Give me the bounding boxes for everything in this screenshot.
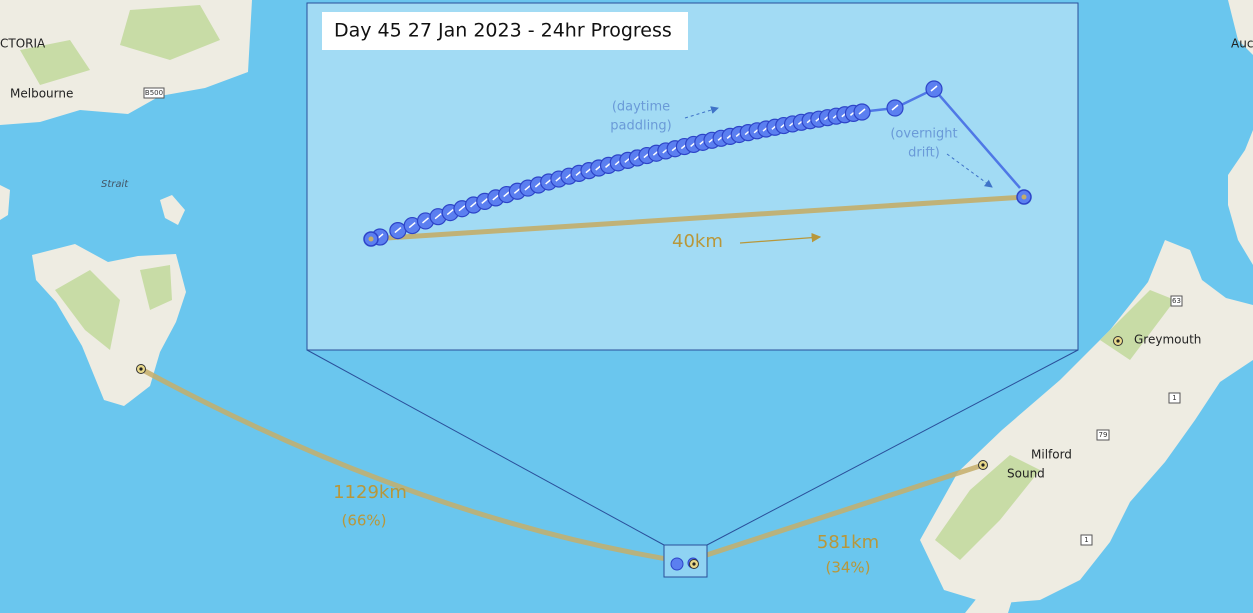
track-icon [492, 194, 500, 201]
city-label: Auc [1231, 37, 1253, 51]
leg-share: (66%) [341, 512, 386, 530]
land-stewart [965, 588, 1012, 613]
track-icon [513, 187, 521, 194]
zoom-box [663, 544, 708, 578]
location-pin-center [1116, 339, 1120, 343]
location-pin-center [981, 463, 985, 467]
distance-arrow [739, 232, 822, 244]
track-icon [458, 205, 466, 212]
state-label: CTORIA [0, 37, 46, 51]
land-nz-north [1228, 130, 1253, 265]
vegetation [55, 265, 172, 350]
overnight-note: drift) [908, 146, 940, 161]
inset-panel [306, 2, 1079, 351]
track-icon [481, 197, 489, 204]
vegetation [20, 5, 220, 85]
water-label: Strait [101, 179, 129, 190]
island-flinders [160, 195, 185, 225]
road-shield [1080, 534, 1093, 546]
road-shield [143, 87, 165, 99]
road-label: B500 [145, 89, 163, 97]
track-icon [394, 227, 402, 234]
start-position-center [368, 236, 374, 242]
overnight-note: (overnight [890, 127, 957, 142]
vegetation [935, 290, 1175, 560]
road-label: 1 [1172, 394, 1176, 402]
location-pin-center [139, 367, 143, 371]
track-marker [670, 557, 684, 571]
city-label: Melbourne [10, 87, 73, 101]
inset-distance: 40km [672, 231, 723, 252]
road-shield [1170, 295, 1183, 307]
location-pin-center [692, 562, 696, 566]
city-label: Milford [1031, 448, 1072, 462]
track-icon [858, 108, 866, 115]
track-icon [408, 221, 416, 229]
drift-line [859, 87, 1021, 189]
inset-title-box [322, 12, 688, 50]
track-icon [446, 209, 454, 216]
city-label: Sound [1007, 467, 1045, 481]
leg-share: (34%) [825, 559, 870, 577]
leg-distance: 1129km [333, 482, 407, 503]
daytime-note: (daytime [612, 100, 670, 115]
land-fragment [0, 185, 10, 220]
track-icon [503, 190, 511, 198]
road-label: 63 [1172, 297, 1181, 305]
land-nz-north [1228, 0, 1253, 55]
leg-distance: 581km [817, 532, 879, 553]
daytime-note: paddling) [610, 119, 672, 134]
inset-route-line [370, 194, 1025, 242]
track-icon [434, 213, 442, 220]
road-shield [1168, 392, 1181, 404]
road-label: 79 [1099, 431, 1108, 439]
track-icon [930, 85, 938, 92]
route-line [139, 366, 984, 565]
zoom-line [706, 349, 1079, 546]
inset-title: Day 45 27 Jan 2023 - 24hr Progress [334, 20, 672, 42]
track-icon [891, 104, 899, 111]
track-icon [422, 217, 429, 224]
road-label: 1 [1084, 536, 1088, 544]
city-label: Greymouth [1134, 333, 1201, 347]
current-position-center [1021, 194, 1027, 200]
zoom-line [306, 349, 665, 546]
road-shield [1096, 429, 1110, 441]
track-icon [470, 201, 477, 208]
